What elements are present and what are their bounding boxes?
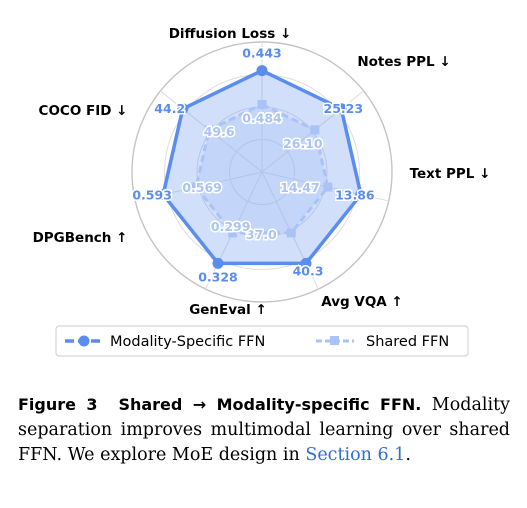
axis-label-1: Diffusion Loss ↓ (169, 26, 292, 42)
value-label-modality-specific-5: 0.328 (198, 269, 238, 284)
axis-label-6: DPGBench ↑ (33, 230, 128, 246)
value-labels: 0.443 25.23 13.86 40.3 0.328 0.593 44.2 0.48426… (131, 44, 377, 286)
legend-label-modality-specific: Modality-Specific FFN (110, 334, 265, 350)
value-label-modality-specific-6: 0.593 (132, 188, 172, 203)
caption-title: Shared → Modality-specific FFN. (118, 395, 422, 414)
caption-end: . (405, 445, 411, 465)
axis-labels: Diffusion Loss ↓ Notes PPL ↓ Text PPL ↓ Avg… (33, 26, 491, 318)
series-area-shared (194, 102, 330, 235)
value-label-modality-specific-4: 40.3 (293, 263, 324, 278)
value-label-modality-specific-2: 25.23 (324, 101, 364, 116)
value-label-shared-5: 0.299 (211, 219, 251, 234)
legend-swatch-marker-b (330, 336, 339, 345)
value-label-shared-7: 49.6 (204, 124, 235, 139)
point-shared-1 (257, 99, 267, 109)
value-label-shared-1: 0.484 (242, 110, 282, 125)
point-shared-3 (323, 182, 333, 192)
point-modality-specific-2 (335, 103, 347, 115)
value-label-modality-specific-3: 13.86 (335, 188, 375, 203)
axis-label-3: Text PPL ↓ (410, 166, 491, 182)
axis-label-5: GenEval ↑ (189, 302, 267, 318)
legend-swatch-marker-a (78, 335, 90, 347)
radar-chart: 0.443 25.23 13.86 40.3 0.328 0.593 44.2 0.48426… (33, 26, 491, 357)
point-modality-specific-1 (256, 65, 268, 77)
figure-caption: Figure 3 Shared → Modality-specific FFN.… (18, 392, 510, 468)
point-modality-specific-5 (212, 257, 224, 269)
legend-label-shared: Shared FFN (366, 334, 449, 350)
point-shared-6 (191, 182, 201, 192)
point-shared-2 (310, 125, 320, 135)
axis-label-4: Avg VQA ↑ (321, 294, 403, 310)
section-link[interactable]: Section 6.1 (305, 445, 406, 465)
point-shared-7 (204, 125, 214, 135)
axis-label-2: Notes PPL ↓ (357, 54, 450, 70)
point-modality-specific-7 (177, 103, 189, 115)
point-shared-5 (228, 228, 238, 238)
series-shared (191, 99, 333, 238)
point-modality-specific-4 (300, 257, 312, 269)
value-label-shared-3: 14.47 (280, 180, 320, 195)
caption-text: Modality separation improves multimodal … (18, 395, 511, 465)
series-modality-specific (157, 65, 367, 269)
value-label-shared-6: 0.569 (182, 180, 222, 195)
point-modality-specific-3 (355, 189, 367, 201)
value-label-shared-4: 37.0 (246, 227, 277, 242)
value-label-modality-specific-1: 0.443 (242, 46, 282, 61)
legend: Modality-Specific FFN Shared FFN (55, 325, 469, 357)
point-shared-4 (286, 228, 296, 238)
caption-figure-label: Figure 3 (18, 395, 98, 414)
point-modality-specific-6 (157, 189, 169, 201)
value-label-shared-2: 26.10 (283, 136, 323, 151)
series-area-modality-specific (161, 68, 363, 266)
axis-label-7: COCO FID ↓ (39, 103, 128, 119)
value-label-modality-specific-7: 44.2 (154, 101, 185, 116)
legend-box (55, 325, 469, 357)
